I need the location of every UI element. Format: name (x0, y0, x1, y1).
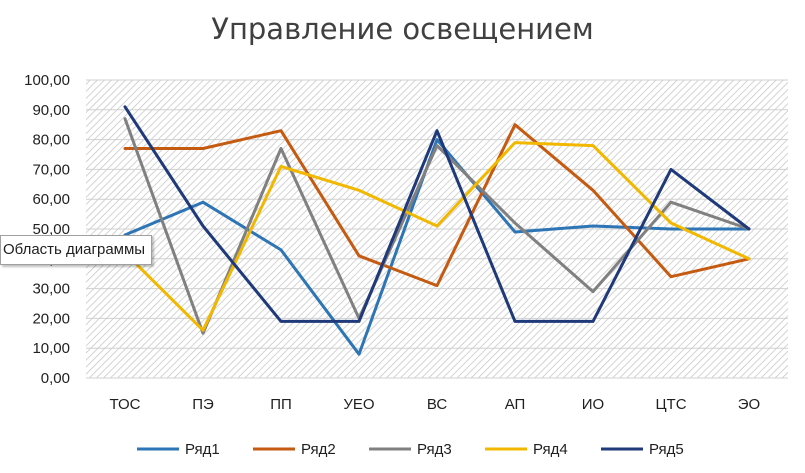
y-tick-label: 10,00 (32, 340, 70, 357)
legend[interactable]: Ряд1 Ряд2 Ряд3 Ряд4 Ряд5 (137, 441, 684, 458)
y-tick-label: 90,00 (32, 102, 70, 119)
y-tick-label: 70,00 (32, 161, 70, 178)
y-tick-label: 80,00 (32, 132, 70, 149)
chart-area-tooltip: Область диаграммы (0, 235, 153, 265)
series-line[interactable] (123, 123, 751, 288)
x-tick-label: ЭО (738, 396, 760, 413)
x-tick-label: ТОС (110, 396, 141, 413)
x-tick-label: ВС (427, 396, 448, 413)
legend-entry-label[interactable]: Ряд5 (649, 441, 684, 458)
x-tick-label: УЕО (343, 396, 374, 413)
y-tick-label: 20,00 (32, 310, 70, 327)
series-line[interactable] (123, 117, 751, 335)
x-tick-label: АП (505, 396, 526, 413)
y-tick-label: 0,00 (41, 370, 70, 387)
x-tick-label: ЦТС (655, 396, 686, 413)
series-line[interactable] (123, 138, 751, 356)
legend-entry-label[interactable]: Ряд2 (301, 441, 336, 458)
y-tick-label: 60,00 (32, 191, 70, 208)
y-tick-label: 50,00 (32, 221, 70, 238)
x-axis-tick-labels: ТОС ПЭ ПП УЕО ВС АП ИО ЦТС ЭО (110, 396, 761, 413)
legend-entry-label[interactable]: Ряд4 (533, 441, 568, 458)
series-lines (123, 105, 751, 356)
chart-title: Управление освещением (211, 12, 594, 46)
y-tick-label: 100,00 (24, 72, 70, 89)
x-tick-label: ПЭ (192, 396, 214, 413)
series-line[interactable] (123, 105, 751, 323)
y-axis-tick-labels: 0,0010,0020,0030,0040,0050,0060,0070,008… (24, 72, 70, 387)
legend-entry-label[interactable]: Ряд1 (185, 441, 220, 458)
x-tick-label: ПП (270, 396, 292, 413)
x-tick-label: ИО (582, 396, 604, 413)
legend-entry-label[interactable]: Ряд3 (417, 441, 452, 458)
series-line[interactable] (123, 141, 751, 332)
y-tick-label: 30,00 (32, 281, 70, 298)
